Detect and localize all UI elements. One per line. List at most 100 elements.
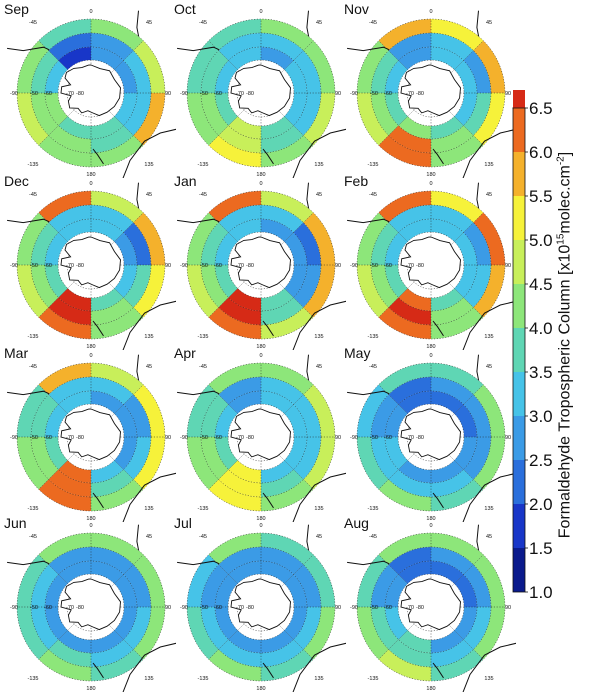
latitude-circle — [356, 190, 506, 340]
sector-cell — [261, 533, 314, 565]
map-panel-oct: 0 -45 45 -90 90 -135 135 180 -80 -70 -60 -50 Oct — [174, 1, 346, 178]
sector-cell — [357, 437, 389, 490]
australia-coastline — [292, 472, 346, 522]
sector-cell — [473, 212, 505, 265]
latitude-circle — [186, 532, 336, 682]
sector-cell — [463, 394, 491, 437]
lon-label-left: -90 — [180, 263, 188, 269]
sector-cell — [38, 135, 91, 167]
sector-cell — [38, 191, 91, 223]
sector-cell — [261, 116, 294, 139]
sector-cell — [58, 391, 91, 414]
map-svg: 0 -45 45 -90 90 -135 135 180 -80-70 -60 -50 — [177, 353, 346, 522]
lon-label-top: 0 — [89, 9, 92, 15]
lat-label: -80 — [416, 263, 424, 269]
south-america-coastline — [347, 46, 390, 52]
lat-label: -50 — [200, 263, 208, 269]
sector-cell — [473, 554, 505, 607]
lat-label: -80 — [246, 91, 254, 97]
sector-cell — [17, 554, 49, 607]
lat-label: -60 — [214, 91, 222, 97]
sector-cell — [91, 391, 124, 414]
map-svg: 0 -45 45 -90 90 -135 135 180 -80-70 -60 -50 — [347, 181, 516, 350]
lon-label-top-left: -45 — [199, 192, 207, 198]
sector-cell — [215, 404, 238, 437]
sector-cell — [38, 19, 91, 51]
sector-cell — [91, 47, 124, 70]
sector-cell — [58, 47, 91, 70]
sector-cell — [228, 116, 261, 139]
colorbar-segment — [513, 284, 525, 328]
sector-cell — [215, 60, 238, 93]
sector-cell — [398, 460, 431, 483]
lon-label-left: -90 — [180, 91, 188, 97]
sector-cell — [293, 607, 321, 650]
sector-cell — [398, 47, 431, 70]
sector-cell — [218, 297, 261, 325]
sector-cell — [385, 574, 408, 607]
sector-cell — [371, 564, 399, 607]
lon-label-bottom: 180 — [256, 686, 265, 692]
sector-cell — [454, 93, 477, 126]
colorbar-segment — [513, 328, 525, 372]
lon-label-bottom-right: 135 — [314, 334, 323, 340]
map-panel-may: 0 -45 45 -90 90 -135 135 180 -80 -70 -60 -50 May — [344, 345, 516, 522]
africa-coastline — [136, 354, 140, 381]
sector-cell — [454, 404, 477, 437]
latitude-circle — [16, 362, 166, 512]
sector-cell — [261, 377, 304, 405]
sector-cell — [114, 265, 137, 298]
sector-cell — [91, 116, 124, 139]
south-america-coastline — [347, 218, 390, 224]
australia-coastline — [122, 300, 176, 350]
map-panel-nov: 0 -45 45 -90 90 -135 135 180 -80 -70 -60 -50 Nov — [344, 1, 516, 178]
sector-cell — [38, 363, 91, 395]
colorbar: 1.0 1.5 2.0 2.5 3.0 3.5 4.0 4.5 5.0 5.5 6.0 6.5 — [512, 90, 553, 602]
lat-label: -50 — [200, 91, 208, 97]
africa-coastline — [136, 10, 140, 37]
map-panel-jul: 0 -45 45 -90 90 -135 135 180 -80 -70 -60 -50 Jul — [174, 515, 346, 692]
lat-label: -50 — [370, 91, 378, 97]
lon-label-right: 90 — [505, 263, 511, 269]
lon-label-left: -90 — [350, 605, 358, 611]
sector-cell — [431, 33, 474, 61]
antarctica-coastline — [230, 236, 291, 289]
sector-cell — [215, 265, 238, 298]
sector-cell — [31, 437, 59, 480]
australia-coastline — [462, 472, 516, 522]
sector-cell — [261, 33, 304, 61]
sector-cell — [228, 288, 261, 311]
sector-cell — [473, 265, 505, 318]
lon-label-bottom-left: -135 — [197, 334, 208, 340]
sector-cell — [431, 205, 474, 233]
lat-label: -80 — [76, 91, 84, 97]
colorbar-tick-label: 6.5 — [529, 99, 553, 118]
antarctica-coastline — [400, 236, 461, 289]
panel-title: Apr — [174, 345, 196, 361]
africa-coastline — [136, 524, 140, 551]
sector-cell — [45, 232, 68, 265]
sector-cell — [303, 554, 335, 607]
sector-cell — [357, 607, 389, 660]
south-america-coastline — [347, 390, 390, 396]
sector-cell — [201, 93, 229, 136]
sector-cell — [463, 222, 491, 265]
sector-cell — [357, 554, 389, 607]
sector-cell — [454, 265, 477, 298]
lon-label-top: 0 — [259, 523, 262, 529]
sector-cell — [91, 125, 134, 154]
colorbar-tick-label: 1.5 — [529, 539, 553, 558]
sector-cell — [48, 547, 91, 575]
sector-cell — [431, 533, 484, 565]
map-svg: 0 -45 45 -90 90 -135 135 180 -80-70 -60 -50 — [347, 9, 516, 178]
sector-cell — [91, 363, 144, 395]
lon-label-bottom: 180 — [86, 686, 95, 692]
sector-cell — [357, 212, 389, 265]
lat-label: -60 — [44, 263, 52, 269]
colorbar-tick-label: 3.5 — [529, 363, 553, 382]
sector-cell — [114, 437, 137, 470]
sector-cell — [303, 384, 335, 437]
sector-cell — [187, 93, 219, 146]
lon-label-bottom: 180 — [426, 172, 435, 178]
sector-cell — [431, 191, 484, 223]
